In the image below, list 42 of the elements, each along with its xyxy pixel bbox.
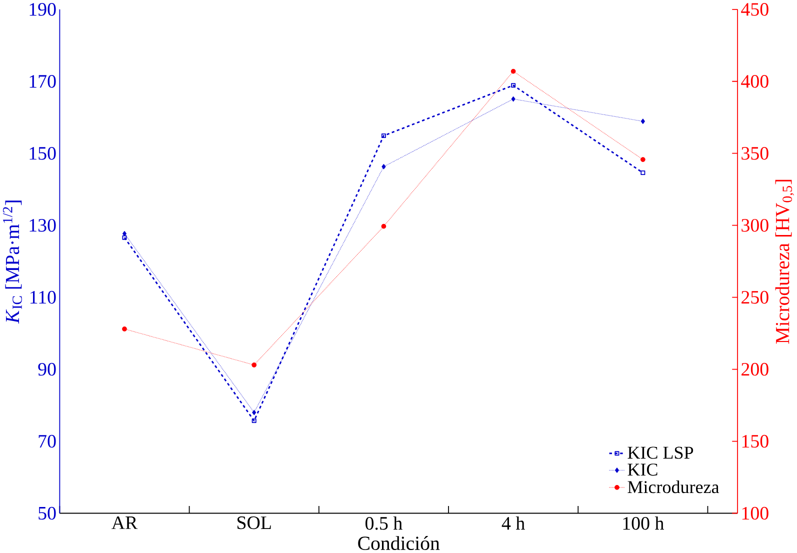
- y2-tick-label: 300: [742, 218, 768, 232]
- point: [381, 133, 386, 138]
- point: [511, 83, 516, 88]
- point: [640, 118, 645, 124]
- point: [252, 410, 256, 416]
- y2-tick-label: 200: [742, 362, 768, 376]
- x-tick-label: SOL: [237, 516, 271, 530]
- x-tick-label: 0.5 h: [366, 516, 402, 530]
- y2-tick-label: 150: [742, 434, 768, 448]
- point: [510, 68, 516, 74]
- y-tick-label: 90: [38, 362, 56, 376]
- point: [252, 418, 256, 424]
- point: [640, 170, 646, 176]
- y2-tick-label: 100: [742, 506, 768, 520]
- y-tick-label: 150: [30, 146, 56, 160]
- y-tick-label: 50: [38, 506, 56, 520]
- x-tick-label: 100 h: [623, 516, 664, 530]
- y2-tick-label: 450: [741, 3, 768, 16]
- y-tick-label: 110: [30, 290, 56, 304]
- point: [382, 164, 386, 170]
- x-tick-label: 4 h: [502, 516, 525, 530]
- legend-label: KIC LSP: [628, 446, 694, 459]
- point: [122, 235, 127, 240]
- y2-tick-label: 400: [741, 74, 768, 88]
- legend-label: KIC: [628, 464, 658, 476]
- legend-label: Microdureza: [628, 480, 720, 494]
- y-tick-label: 170: [30, 74, 56, 88]
- x-tick-label: AR: [112, 516, 138, 529]
- y-tick-label: 130: [30, 218, 56, 232]
- y2-axis-title: Microdureza [HV$_{0,5}$]: [775, 180, 794, 344]
- point: [122, 230, 127, 236]
- point: [640, 157, 646, 162]
- y-axis-title: K$_{IC}$ [MPa·m$^{1/2}$]: [3, 200, 22, 324]
- point: [252, 362, 257, 368]
- y2-tick-label: 250: [742, 290, 768, 304]
- point: [122, 326, 127, 332]
- y-tick-label: 70: [38, 434, 56, 448]
- point: [381, 224, 386, 229]
- x-axis-title: Condición: [358, 536, 440, 550]
- y2-tick-label: 350: [742, 146, 768, 160]
- point: [511, 96, 516, 102]
- y-tick-label: 190: [30, 3, 56, 16]
